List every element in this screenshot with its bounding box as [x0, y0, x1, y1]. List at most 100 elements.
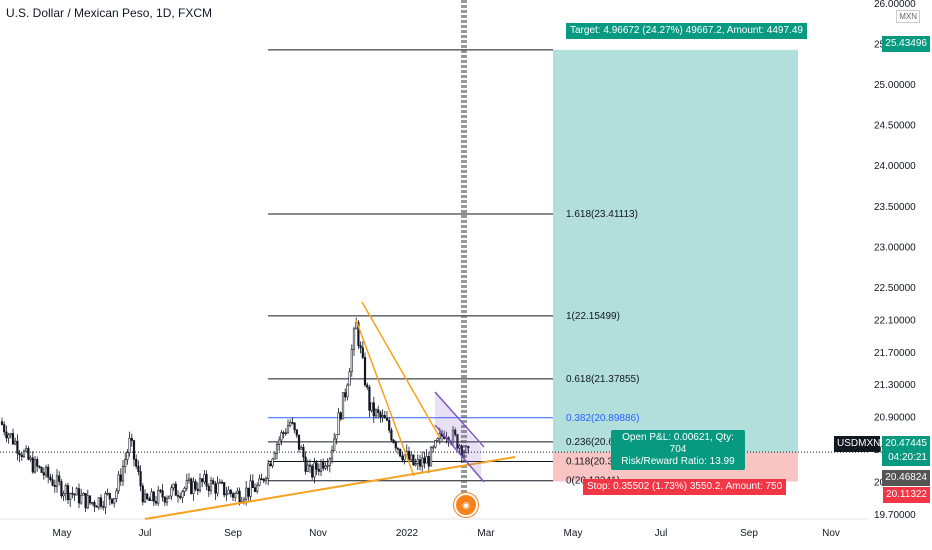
y-tick-label: 24.50000 [874, 121, 916, 132]
wedge-lower-line[interactable] [361, 301, 441, 439]
candle-body [198, 478, 202, 491]
trend-line[interactable] [144, 456, 516, 520]
candle-body [363, 357, 367, 386]
candle-body [403, 454, 406, 461]
wedge-upper-line[interactable] [355, 319, 415, 477]
candle-body [304, 456, 307, 472]
candle-body [407, 451, 411, 461]
candle-body [297, 434, 301, 450]
channel-fill[interactable] [435, 392, 481, 480]
candle-body [143, 493, 147, 503]
candle-body [462, 452, 466, 457]
candle-body [3, 424, 6, 433]
fib-level-label: 0.118(20.3 [566, 456, 614, 467]
candle-body [11, 433, 15, 445]
candle-body [62, 493, 65, 497]
candle-body [269, 463, 272, 467]
y-tick-label: 21.30000 [874, 380, 916, 391]
candle-body [282, 432, 285, 434]
candle-body [55, 475, 59, 487]
candle-body [350, 349, 353, 373]
target-label[interactable]: Target: 4.96672 (24.27%) 49667.2, Amount… [566, 23, 807, 39]
event-icon[interactable]: ◉ [454, 493, 478, 517]
candle-body [53, 485, 56, 487]
candle-body [324, 465, 327, 469]
candle-body [18, 452, 21, 456]
x-tick-label: 2022 [396, 528, 419, 539]
channel-lower-line[interactable] [434, 424, 485, 483]
candle-body [322, 461, 325, 469]
candle-body [80, 494, 83, 504]
candle-body [179, 496, 182, 498]
channel-upper-line[interactable] [434, 391, 485, 448]
candle-body [86, 495, 89, 509]
candle-body [139, 471, 142, 487]
candle-body [333, 438, 336, 451]
candle-body [231, 493, 235, 498]
y-tick-label: 26.00000 [874, 0, 916, 10]
candle-body [51, 479, 54, 486]
candle-body [159, 489, 162, 492]
candle-body [176, 495, 180, 497]
candle-body [154, 500, 158, 504]
candle-body [203, 474, 206, 483]
candle-body [399, 448, 402, 457]
candle-body [245, 487, 248, 500]
candle-body [110, 498, 114, 504]
candle-body [119, 474, 122, 482]
candle-body [368, 386, 371, 411]
x-tick-label: Sep [224, 528, 242, 539]
candle-body [225, 493, 228, 496]
x-tick-label: Sep [740, 528, 758, 539]
candle-body [394, 442, 397, 449]
candle-body [73, 493, 76, 496]
candle-body [102, 505, 105, 508]
risk-reward-text: Risk/Reward Ratio: 13.99 [621, 456, 735, 467]
candle-body [185, 480, 188, 489]
candle-body [44, 466, 48, 476]
candle-body [392, 439, 395, 443]
candle-body [262, 478, 265, 482]
candle-body [58, 475, 61, 482]
candle-body [84, 493, 87, 509]
candle-body [234, 493, 237, 498]
candle-body [137, 465, 140, 472]
candle-body [47, 466, 50, 478]
candle-body [150, 491, 153, 501]
candle-body [275, 444, 279, 454]
stop-label[interactable]: Stop: 0.35502 (1.73%) 3550.2, Amount: 75… [583, 479, 787, 495]
candle-body [205, 474, 208, 487]
y-tick-label: 22.10000 [874, 315, 916, 326]
candle-body [42, 472, 45, 476]
candle-body [467, 446, 470, 448]
candle-body [121, 466, 125, 482]
candle-body [458, 445, 461, 449]
candle-body [77, 488, 81, 504]
candle-body [372, 402, 375, 417]
y-tick-label: 22.50000 [874, 283, 916, 294]
candle-body [106, 492, 109, 495]
candle-body [313, 462, 316, 478]
candle-body [170, 487, 173, 497]
candle-body [229, 489, 232, 494]
candle-body [341, 392, 345, 420]
candle-body [95, 505, 98, 508]
candle-body [256, 484, 259, 492]
candle-body [337, 412, 340, 436]
candle-body [264, 477, 268, 482]
candle-body [370, 402, 373, 411]
candle-body [183, 487, 186, 492]
open-pnl-box[interactable]: Open P&L: 0.00621, Qty: 704 Risk/Reward … [611, 430, 745, 470]
candle-body [201, 478, 204, 483]
candle-body [212, 480, 215, 485]
candle-body [273, 453, 276, 460]
candle-body [425, 456, 428, 464]
candle-body [25, 448, 28, 452]
candle-body [124, 459, 127, 467]
target-zone[interactable] [553, 49, 798, 453]
candle-body [97, 497, 100, 508]
candle-body [223, 482, 226, 496]
candle-body [91, 502, 94, 504]
y-tick-label: 20.90000 [874, 413, 916, 424]
